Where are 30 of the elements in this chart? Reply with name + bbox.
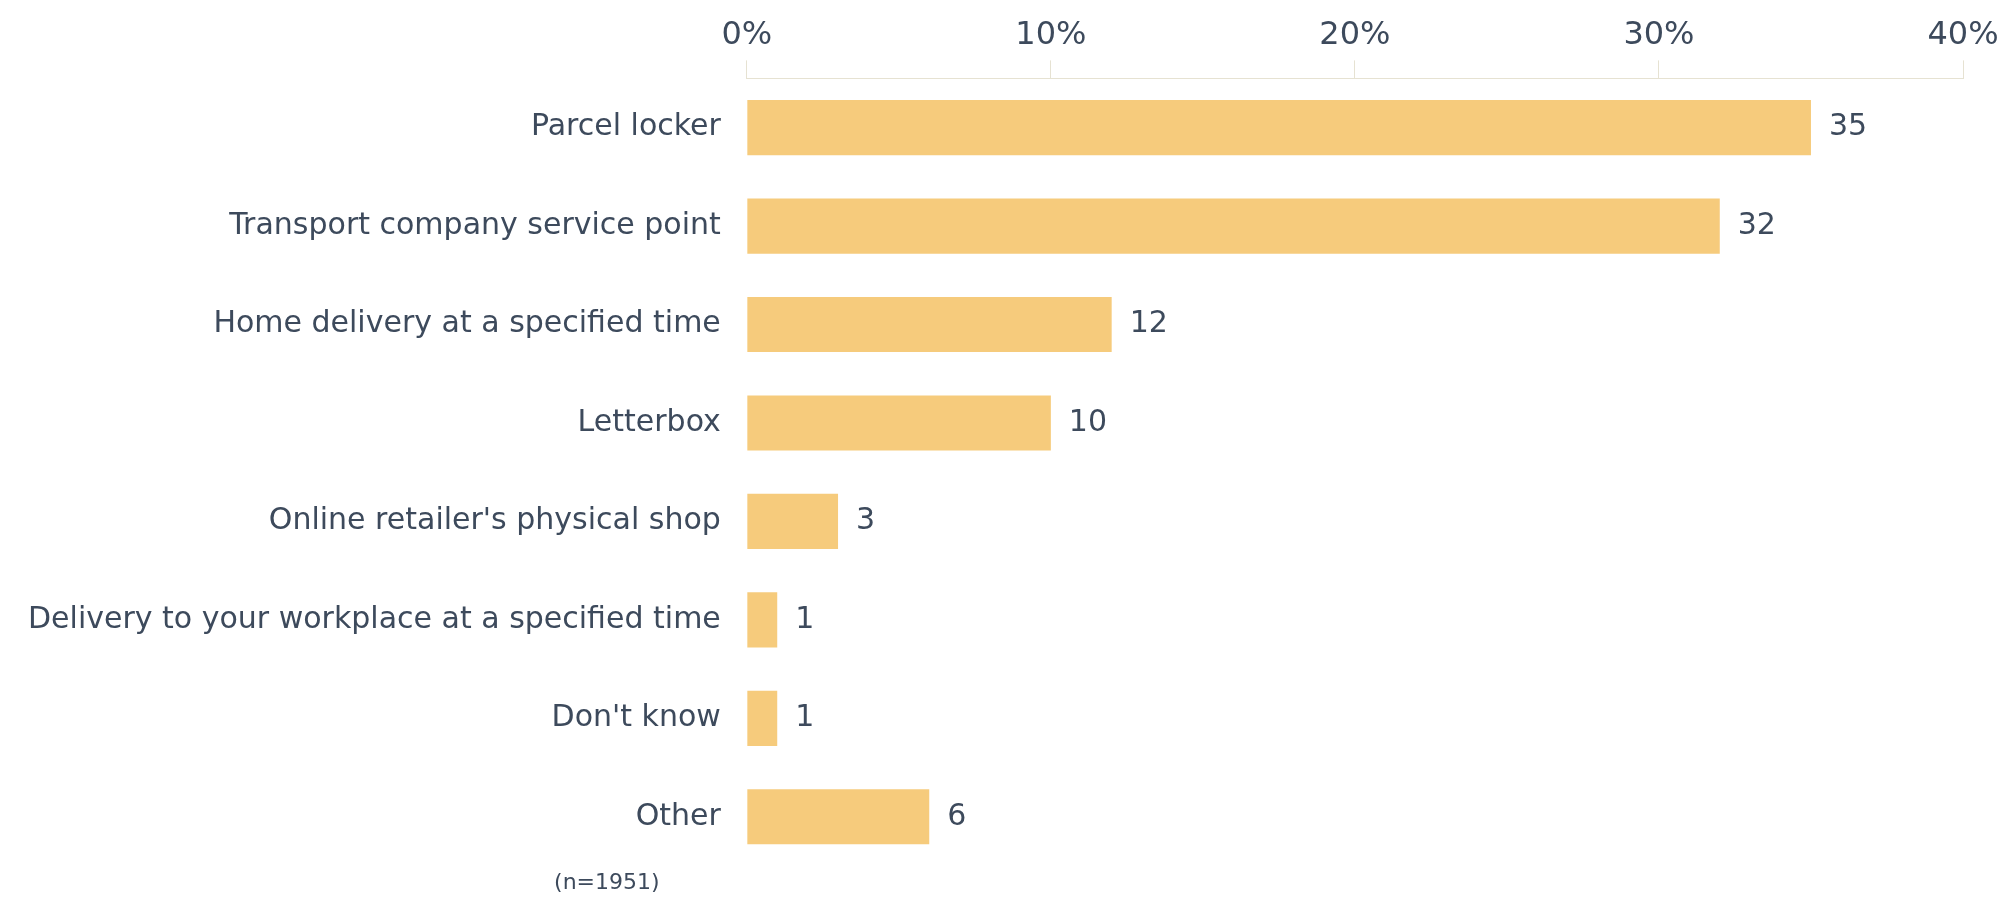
bar <box>747 789 930 845</box>
x-tick-label: 40% <box>1927 13 1999 52</box>
bar <box>747 493 839 549</box>
y-tick-label: Transport company service point <box>228 205 722 241</box>
y-tick-label: Home delivery at a specified time <box>213 304 721 340</box>
data-label: 35 <box>1828 107 1868 143</box>
y-tick-label: Other <box>635 796 722 832</box>
data-label: 12 <box>1129 304 1168 340</box>
bar <box>747 592 778 648</box>
x-tick-label: 30% <box>1623 13 1695 52</box>
bar <box>747 395 1051 451</box>
data-label: 1 <box>795 698 815 734</box>
x-tick-label: 0% <box>721 13 773 52</box>
data-label: 32 <box>1737 205 1776 241</box>
data-label: 3 <box>856 501 876 537</box>
y-tick-label: Delivery to your workplace at a specified time <box>28 599 721 635</box>
y-tick-label: Parcel locker <box>530 107 722 143</box>
x-tick-label: 20% <box>1319 13 1391 52</box>
text: (n=1951) <box>554 868 660 894</box>
y-tick-label: Letterbox <box>577 402 721 438</box>
bar <box>747 198 1720 254</box>
y-tick-label: Online retailer's physical shop <box>268 501 721 537</box>
data-label: 1 <box>795 599 815 635</box>
x-tick-label: 10% <box>1015 13 1087 52</box>
bar <box>747 296 1112 353</box>
y-tick-label: Don't know <box>551 698 721 734</box>
bar <box>747 690 778 746</box>
bar <box>747 100 1811 156</box>
data-label: 6 <box>947 796 967 832</box>
data-label: 10 <box>1068 402 1108 438</box>
